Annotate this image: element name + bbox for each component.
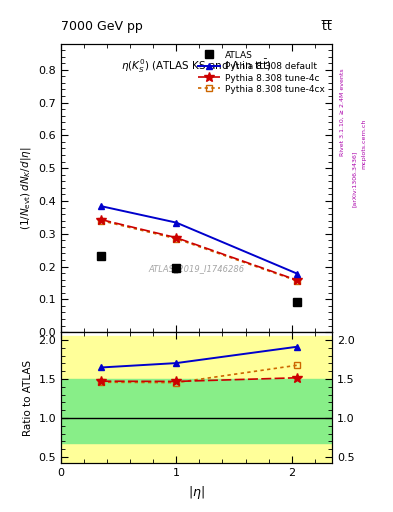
Line: ATLAS: ATLAS	[97, 251, 302, 306]
Pythia 8.308 tune-4c	[295, 278, 300, 284]
Text: t̅t̅: t̅t̅	[322, 20, 332, 33]
Line: Pythia 8.308 tune-4cx: Pythia 8.308 tune-4cx	[98, 217, 301, 285]
Pythia 8.308 default	[295, 271, 300, 277]
Text: [arXiv:1306.3436]: [arXiv:1306.3436]	[352, 151, 357, 207]
Bar	[61, 336, 332, 463]
Line: Pythia 8.308 default: Pythia 8.308 default	[98, 203, 301, 278]
Pythia 8.308 tune-4cx	[99, 218, 104, 224]
Legend: ATLAS, Pythia 8.308 default, Pythia 8.308 tune-4c, Pythia 8.308 tune-4cx: ATLAS, Pythia 8.308 default, Pythia 8.30…	[195, 48, 328, 97]
Pythia 8.308 tune-4c	[99, 217, 104, 223]
Line: Pythia 8.308 tune-4c: Pythia 8.308 tune-4c	[96, 215, 302, 285]
ATLAS	[174, 265, 179, 271]
Y-axis label: $(1/N_\mathrm{evt})\,dN_K/d|\eta|$: $(1/N_\mathrm{evt})\,dN_K/d|\eta|$	[19, 146, 33, 229]
Pythia 8.308 default	[174, 220, 179, 226]
Text: Rivet 3.1.10, ≥ 2.4M events: Rivet 3.1.10, ≥ 2.4M events	[340, 69, 345, 157]
ATLAS	[295, 298, 300, 305]
Pythia 8.308 tune-4c	[174, 234, 179, 241]
Text: mcplots.cern.ch: mcplots.cern.ch	[362, 118, 367, 168]
Text: $\eta(K^0_S)$ (ATLAS KS and $\Lambda$ in tt$\bar{\mathrm{t}}$): $\eta(K^0_S)$ (ATLAS KS and $\Lambda$ in…	[121, 58, 272, 75]
Y-axis label: Ratio to ATLAS: Ratio to ATLAS	[23, 360, 33, 436]
Bar	[61, 379, 332, 443]
Text: 7000 GeV pp: 7000 GeV pp	[61, 20, 143, 33]
ATLAS	[99, 252, 104, 259]
Pythia 8.308 tune-4cx	[174, 236, 179, 242]
X-axis label: $|\eta|$: $|\eta|$	[188, 484, 205, 501]
Text: ATLAS_2019_I1746286: ATLAS_2019_I1746286	[149, 264, 244, 273]
Pythia 8.308 tune-4cx	[295, 278, 300, 284]
Pythia 8.308 default	[99, 203, 104, 209]
